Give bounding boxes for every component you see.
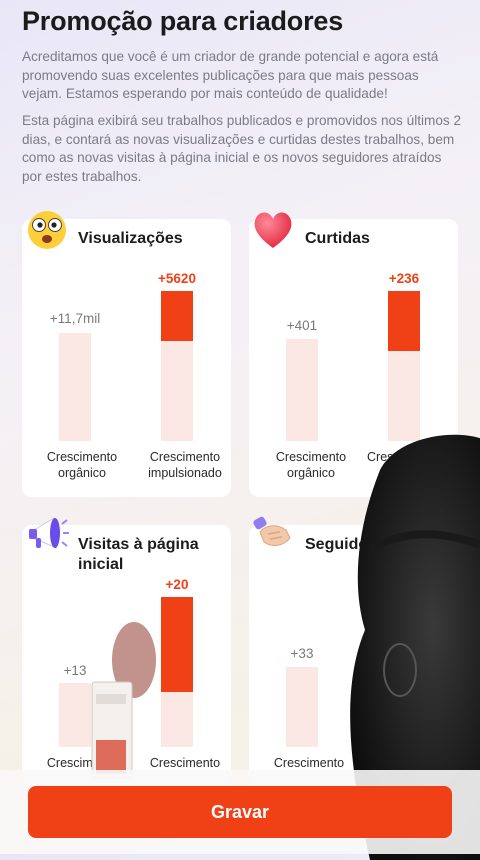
boosted-bar [388,291,420,441]
views-card-title: Visualizações [78,230,183,247]
person-image [350,434,480,860]
intro-text: Acreditamos que você é um criador de gra… [22,49,439,101]
organic-value: +11,7mil [49,311,101,326]
heart-icon [254,212,292,248]
boosted-bar [161,291,193,441]
organic-bar [286,339,318,441]
organic-bar [59,683,91,747]
boosted-fill [388,291,420,351]
organic-value: +33 [290,646,314,661]
likes-card-title: Curtidas [305,230,370,247]
megaphone-icon [29,517,69,549]
boosted-value: +20 [165,577,189,592]
boosted-label: Crescimento [149,756,221,770]
page-title: Promoção para criadores [22,6,344,36]
boosted-value: +5620 [158,271,196,286]
views-card: Visualizações +11,7mil +5620 Crescimento… [22,219,231,497]
record-button[interactable]: Gravar [28,786,452,838]
organic-label: Crescimento [273,756,345,770]
info-text: Esta página exibirá seu trabalhos public… [22,113,462,184]
organic-value: +13 [63,663,87,678]
followers-card-title: Seguido [305,536,369,553]
shocked-face-icon [28,211,66,249]
hand-with-product-image [91,622,156,779]
organic-bar [59,333,91,441]
boosted-fill [161,291,193,341]
organic-bar [286,667,318,747]
organic-label: Crescimento orgânico [275,450,347,480]
boosted-label: Crescimento impulsionado [148,450,222,480]
likes-card: Curtidas +401 +236 Crescimento orgânico … [249,219,458,497]
boosted-value: +236 [388,271,420,286]
handshake-icon [253,516,291,546]
profile-visits-card-title: Visitas à página inicial [78,536,199,573]
organic-label: Crescimento orgânico [46,450,118,480]
organic-value: +401 [286,318,318,333]
boosted-bar [161,597,193,747]
boosted-fill [161,597,193,692]
